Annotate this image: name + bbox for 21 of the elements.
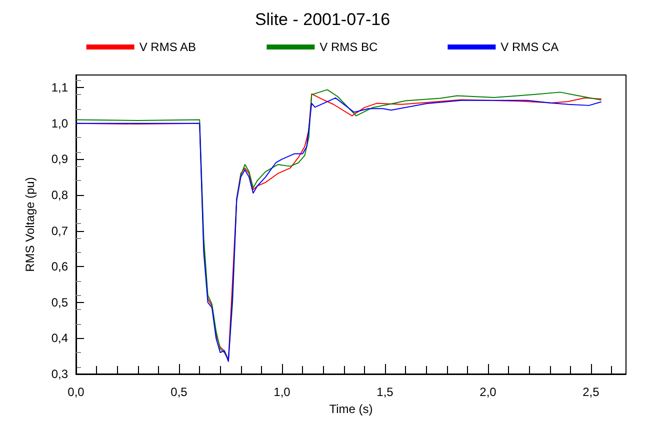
y-axis-title: RMS Voltage (pu) xyxy=(23,177,37,272)
x-tick-label: 2,0 xyxy=(480,385,497,399)
legend-label: V RMS AB xyxy=(139,40,196,54)
y-tick-label: 1,1 xyxy=(51,80,68,95)
x-tick-label: 2,5 xyxy=(582,385,600,399)
y-tick-label: 0,8 xyxy=(51,188,68,202)
legend-label: V RMS CA xyxy=(500,40,559,54)
y-tick-label: 0,5 xyxy=(51,295,68,310)
chart-title: Slite - 2001-07-16 xyxy=(254,10,390,29)
x-tick-label: 0,5 xyxy=(170,385,188,399)
y-tick-label: 0,3 xyxy=(51,367,68,381)
x-tick-label: 1,0 xyxy=(274,385,291,399)
y-tick-label: 1,0 xyxy=(51,116,68,130)
y-tick-label: 0,7 xyxy=(51,224,68,238)
y-tick-label: 0,9 xyxy=(51,152,68,166)
y-tick-label: 0,4 xyxy=(51,331,68,346)
x-tick-label: 1,5 xyxy=(376,385,394,399)
x-tick-label: 0,0 xyxy=(68,385,85,399)
legend-label: V RMS BC xyxy=(320,40,378,54)
x-axis-title: Time (s) xyxy=(329,402,373,416)
y-tick-label: 0,6 xyxy=(51,260,68,274)
